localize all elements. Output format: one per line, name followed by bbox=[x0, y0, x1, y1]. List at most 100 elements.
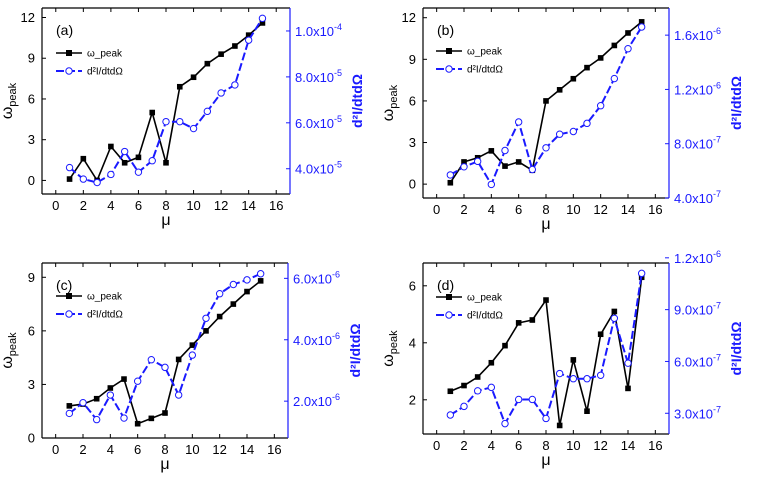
y2-tick-label: 1.6x10-6 bbox=[674, 26, 721, 43]
legend-label: d²I/dtdΩ bbox=[467, 311, 503, 322]
data-point-square bbox=[447, 179, 454, 186]
y-tick-label: 12 bbox=[21, 10, 35, 25]
x-tick-label: 10 bbox=[186, 198, 200, 213]
y2-tick-mantissa: 8.0x10 bbox=[295, 70, 334, 85]
y2-tick-label: 6.0x10-7 bbox=[674, 352, 721, 369]
legend-label: ω_peak bbox=[87, 49, 123, 60]
y-axis-title: ωpeak bbox=[0, 332, 19, 369]
legend-marker-square bbox=[446, 294, 452, 300]
data-point-square bbox=[556, 422, 563, 429]
y-tick-label: 3 bbox=[28, 132, 35, 147]
x-tick-label: 6 bbox=[135, 198, 142, 213]
y-tick-label: 9 bbox=[28, 270, 35, 285]
data-point-circle bbox=[514, 395, 523, 404]
y2-tick-exponent: -7 bbox=[713, 352, 721, 362]
y2-tick-exponent: -7 bbox=[713, 189, 721, 199]
data-point-square bbox=[257, 278, 264, 284]
legend: ω_peak d²I/dtdΩ bbox=[436, 47, 503, 76]
data-point-square bbox=[216, 313, 223, 320]
data-point-circle bbox=[215, 290, 224, 298]
y-tick-label: 9 bbox=[409, 52, 416, 67]
legend-marker-circle bbox=[445, 311, 453, 319]
y-tick-label: 3 bbox=[409, 135, 416, 150]
data-point-circle bbox=[256, 270, 265, 278]
data-point-square bbox=[597, 55, 604, 61]
data-point-circle bbox=[161, 363, 169, 372]
data-point-square bbox=[529, 317, 536, 323]
data-point-square bbox=[556, 87, 563, 93]
y2-tick-label: 6.0x10-6 bbox=[293, 269, 340, 286]
x-tick-label: 12 bbox=[212, 442, 226, 457]
legend-marker-circle bbox=[65, 67, 73, 75]
legend-label: ω_peak bbox=[467, 293, 503, 304]
data-point-circle bbox=[610, 74, 619, 83]
legend: ω_peak d²I/dtdΩ bbox=[56, 49, 123, 78]
y2-tick-mantissa: 6.0x10 bbox=[674, 354, 713, 369]
x-tick-label: 14 bbox=[621, 202, 635, 217]
y2-tick-exponent: -7 bbox=[713, 301, 721, 311]
data-point-circle bbox=[65, 409, 74, 418]
legend-label: d²I/dtdΩ bbox=[87, 67, 123, 78]
y-axis-title-sub: peak bbox=[7, 332, 19, 356]
data-point-circle bbox=[203, 107, 212, 116]
x-tick-label: 10 bbox=[566, 438, 580, 453]
y-tick-label: 6 bbox=[28, 91, 35, 106]
y-axis-title: ωpeak bbox=[0, 82, 19, 119]
x-tick-label: 14 bbox=[241, 198, 255, 213]
data-point-square bbox=[245, 32, 252, 38]
y2-tick-exponent: -6 bbox=[713, 26, 721, 36]
data-point-circle bbox=[487, 180, 496, 189]
legend-label: d²I/dtdΩ bbox=[87, 310, 123, 321]
data-point-circle bbox=[107, 170, 115, 179]
data-point-circle bbox=[229, 280, 238, 289]
y-axis-title-main: ω bbox=[380, 354, 397, 367]
data-point-square bbox=[232, 43, 238, 49]
legend-marker-circle bbox=[65, 310, 73, 318]
data-point-circle bbox=[258, 14, 267, 23]
y2-tick-exponent: -7 bbox=[713, 404, 721, 414]
y2-tick-label: 9.0x10-7 bbox=[674, 301, 721, 318]
data-point-square bbox=[121, 159, 128, 166]
data-point-circle bbox=[583, 375, 591, 383]
y2-tick-exponent: -6 bbox=[713, 249, 721, 259]
y2-tick-label: 6.0x10-5 bbox=[295, 114, 342, 131]
data-point-square bbox=[625, 385, 631, 392]
data-point-square bbox=[93, 395, 100, 402]
x-tick-label: 2 bbox=[460, 438, 467, 453]
x-tick-label: 4 bbox=[488, 202, 495, 217]
y-tick-label: 0 bbox=[409, 177, 416, 192]
data-point-circle bbox=[79, 175, 88, 183]
data-point-square bbox=[474, 374, 481, 380]
data-point-square bbox=[66, 403, 73, 409]
x-tick-label: 14 bbox=[621, 438, 635, 453]
data-point-circle bbox=[528, 395, 537, 404]
x-tick-label: 12 bbox=[214, 198, 228, 213]
data-point-square bbox=[515, 159, 522, 165]
data-point-square bbox=[625, 30, 631, 36]
data-point-circle bbox=[637, 269, 646, 278]
x-tick-label: 16 bbox=[648, 438, 662, 453]
data-point-square bbox=[203, 328, 209, 334]
panel-label: (b) bbox=[437, 22, 454, 38]
data-point-circle bbox=[501, 419, 509, 428]
x-tick-label: 2 bbox=[460, 202, 467, 217]
data-point-square bbox=[543, 98, 549, 104]
data-point-circle bbox=[542, 144, 550, 152]
data-point-circle bbox=[147, 356, 156, 364]
y2-tick-mantissa: 3.0x10 bbox=[674, 406, 713, 421]
x-tick-label: 8 bbox=[542, 438, 549, 453]
y2-tick-label: 1.2x10-6 bbox=[674, 80, 721, 97]
y2-tick-label: 3.0x10-7 bbox=[674, 404, 721, 421]
data-point-square bbox=[461, 159, 467, 165]
x-tick-label: 0 bbox=[52, 442, 59, 457]
legend-marker-square bbox=[66, 50, 72, 56]
y2-tick-exponent: -4 bbox=[334, 22, 342, 32]
data-point-square bbox=[259, 20, 266, 26]
x-tick-label: 12 bbox=[593, 202, 607, 217]
legend-marker-circle bbox=[445, 65, 453, 73]
x-tick-label: 0 bbox=[433, 438, 440, 453]
y2-tick-label: 8.0x10-5 bbox=[295, 68, 342, 85]
data-point-circle bbox=[514, 118, 523, 126]
data-point-circle bbox=[624, 45, 632, 53]
y2-tick-mantissa: 4.0x10 bbox=[674, 191, 713, 206]
